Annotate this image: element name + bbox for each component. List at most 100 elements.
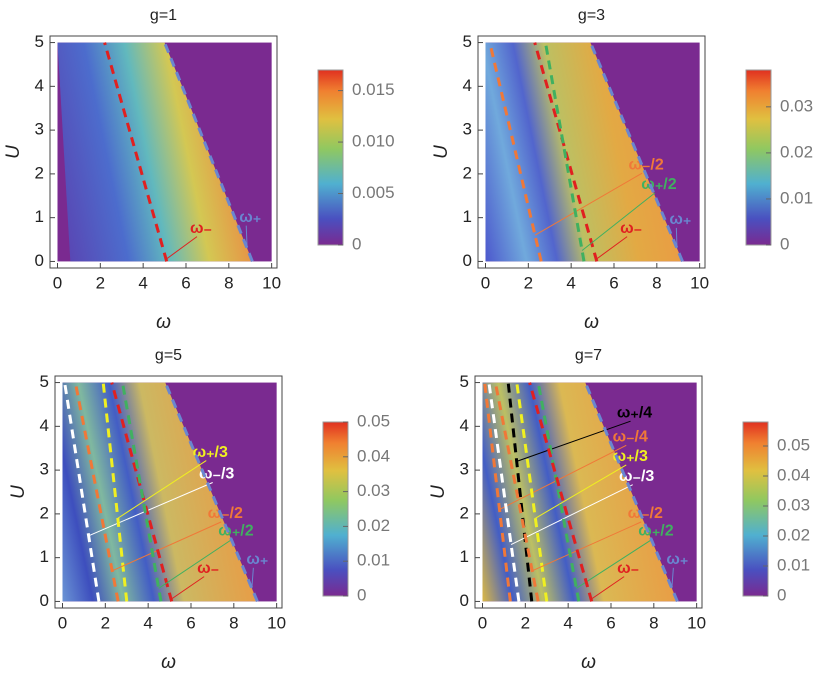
- y-tick-label: 5: [460, 372, 469, 391]
- x-tick-label: 4: [563, 613, 572, 632]
- dashed-line: [506, 382, 534, 602]
- plot-frame: [474, 375, 703, 609]
- x-tick-label: 4: [138, 273, 147, 292]
- panel: g=70 2 4 6 8 10012345ωUω₊/4ω₋/4ω₊/3ω₋/3ω₋/2ω₊…: [428, 347, 810, 673]
- annotation-arrow: [531, 521, 642, 572]
- x-tick-label: 4: [143, 613, 152, 632]
- annotation-label: ω₋: [197, 560, 219, 577]
- dashed-line: [120, 382, 163, 602]
- x-axis-label: ω: [584, 312, 599, 333]
- annotation-label: ω₋: [190, 220, 212, 237]
- y-tick-label: 4: [40, 416, 49, 435]
- plot-frame: [49, 35, 278, 269]
- y-tick-label: 3: [463, 120, 472, 139]
- dashed-line: [589, 41, 684, 263]
- x-tick-label: 8: [649, 613, 658, 632]
- annotation-label: ω₋: [617, 560, 639, 577]
- y-tick-label: 0: [460, 591, 469, 610]
- x-tick-label: 10: [267, 613, 286, 632]
- x-tick-label: 10: [690, 273, 709, 292]
- panel: g=1 0 2 4 6 8 10 0 1 2 3 4 5 ω Uω₋ ω₊ 0 0.005 0.010 0.015: [3, 7, 395, 333]
- y-tick-label: 2: [40, 503, 49, 522]
- annotation-arrow: [245, 225, 248, 249]
- y-axis-label: U: [431, 145, 452, 159]
- x-tick-label: 8: [652, 273, 661, 292]
- annotation-label: ω₊: [239, 209, 261, 226]
- annotation-label: ω₊/3: [193, 444, 228, 461]
- panel-title: g=3: [578, 7, 605, 24]
- dashed-line: [487, 382, 521, 602]
- annotation-label: ω₊: [666, 551, 688, 568]
- colorbar-tick-label: 0.03: [357, 481, 390, 500]
- dashed-line: [493, 382, 540, 602]
- annotation-arrow: [165, 236, 198, 260]
- colorbar: [322, 421, 349, 597]
- dashed-line: [163, 381, 259, 603]
- dashed-line: [163, 42, 254, 262]
- x-tick-label: 10: [687, 613, 706, 632]
- colorbar-tick-label: 0.05: [777, 435, 810, 454]
- annotation-label: ω₋/3: [199, 466, 234, 483]
- colorbar-tick-label: 0: [352, 234, 361, 253]
- annotation-label: ω₋: [620, 220, 642, 237]
- annotation-label: ω₊/3: [613, 448, 648, 465]
- colorbar-tick-label: 0.01: [357, 551, 390, 570]
- annotation-arrow: [251, 567, 254, 589]
- y-tick-label: 0: [35, 251, 44, 270]
- colorbar-tick-label: 0.010: [352, 132, 395, 151]
- x-axis-label: ω: [581, 652, 596, 673]
- x-tick-label: 4: [566, 273, 575, 292]
- annotation-label: ω₋/2: [628, 505, 663, 522]
- dashed-line: [528, 382, 594, 602]
- annotation-arrow: [170, 576, 205, 600]
- y-tick-label: 1: [40, 547, 49, 566]
- dashed-line: [483, 382, 512, 602]
- colorbar: [742, 421, 769, 597]
- annotation-arrow: [534, 172, 643, 236]
- y-tick-label: 5: [40, 372, 49, 391]
- colorbar-tick-label: 0.015: [352, 80, 395, 99]
- y-tick-label: 2: [35, 163, 44, 182]
- dashed-line: [103, 42, 169, 262]
- annotation-arrow: [595, 236, 628, 260]
- annotation-arrow: [158, 538, 233, 589]
- colorbar-tick-label: 0.03: [777, 495, 810, 514]
- annotation-label: ω₊/4: [617, 404, 652, 421]
- annotation-label: ω₋/2: [208, 505, 243, 522]
- colorbar-tick-label: 0.02: [357, 516, 390, 535]
- panel-title: g=7: [575, 347, 602, 364]
- annotation-arrow: [499, 444, 627, 510]
- x-axis-label: ω: [161, 652, 176, 673]
- x-axis-label: ω: [156, 312, 171, 333]
- y-tick-label: 5: [35, 32, 44, 51]
- y-tick-label: 4: [460, 416, 469, 435]
- colorbar-tick-label: 0.04: [777, 465, 810, 484]
- x-tick-label: 0: [478, 613, 487, 632]
- x-tick-label: 2: [524, 273, 533, 292]
- x-tick-label: 8: [229, 613, 238, 632]
- plot-frame: [54, 375, 283, 609]
- colorbar-tick-label: 0.04: [357, 446, 390, 465]
- y-tick-label: 3: [40, 460, 49, 479]
- x-tick-label: 2: [101, 613, 110, 632]
- annotation-label: ω₋/3: [619, 468, 654, 485]
- colorbar-tick-label: 0.05: [357, 411, 390, 430]
- x-tick-label: 2: [521, 613, 530, 632]
- y-tick-label: 3: [35, 120, 44, 139]
- dashed-line: [583, 381, 679, 603]
- annotation-arrow: [88, 482, 213, 537]
- colorbar: [317, 69, 344, 246]
- annotation-label: ω₋/2: [628, 156, 663, 173]
- colorbar-tick-label: 0.01: [777, 555, 810, 574]
- y-tick-label: 1: [35, 207, 44, 226]
- y-axis-label: U: [8, 485, 29, 499]
- dashed-line: [63, 382, 101, 602]
- annotation-arrow: [535, 464, 627, 519]
- annotation-label: ω₊/2: [218, 523, 253, 540]
- heatmap-band: [485, 42, 683, 262]
- dashed-line: [515, 382, 549, 602]
- colorbar-tick-label: 0: [357, 585, 366, 604]
- colorbar-tick-label: 0.02: [777, 525, 810, 544]
- colorbar-tick-label: 0.01: [780, 188, 813, 207]
